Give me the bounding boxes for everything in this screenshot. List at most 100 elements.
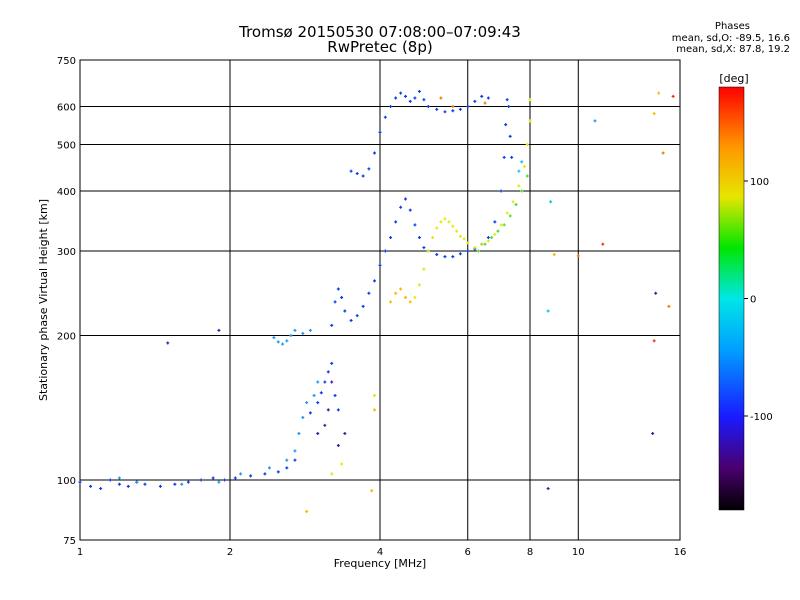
data-point xyxy=(652,339,656,343)
data-point xyxy=(383,249,387,253)
y-axis-ticks: 75 100 200 300 400 500 600 750 xyxy=(57,56,76,547)
data-point xyxy=(180,482,184,486)
data-point xyxy=(267,466,271,470)
data-point xyxy=(285,458,289,462)
data-point xyxy=(654,291,658,295)
data-point xyxy=(657,91,661,95)
data-point xyxy=(458,107,462,111)
data-point xyxy=(378,263,382,267)
data-point xyxy=(476,249,480,253)
grid-lines xyxy=(80,60,680,540)
colorbar-label: [deg] xyxy=(719,72,748,85)
data-point xyxy=(394,291,398,295)
data-point xyxy=(316,432,320,436)
data-point xyxy=(458,234,462,238)
data-point xyxy=(336,408,340,412)
data-point xyxy=(272,336,276,340)
data-point xyxy=(326,408,330,412)
x-axis-ticks: 1 2 4 6 8 10 16 xyxy=(77,547,687,558)
data-point xyxy=(343,309,347,313)
phases-title: Phases xyxy=(714,21,750,32)
data-point xyxy=(330,323,334,327)
data-point xyxy=(399,91,403,95)
data-point xyxy=(661,151,665,155)
chart-title: Tromsø 20150530 07:08:00–07:09:43 xyxy=(239,23,521,41)
data-point xyxy=(520,189,524,193)
data-point xyxy=(422,267,426,271)
y-tick-label: 400 xyxy=(57,187,76,198)
colorbar-ticks: 100 0 -100 xyxy=(744,177,773,423)
data-point xyxy=(443,255,447,259)
x-tick-label: 10 xyxy=(572,547,585,558)
data-point xyxy=(389,105,393,109)
data-point xyxy=(499,223,503,227)
data-point xyxy=(413,296,417,300)
data-point xyxy=(486,239,490,243)
data-point xyxy=(528,119,532,123)
data-point xyxy=(422,246,426,250)
x-tick-label: 6 xyxy=(465,547,471,558)
data-point xyxy=(458,252,462,256)
x-tick-label: 2 xyxy=(227,547,233,558)
y-tick-label: 300 xyxy=(57,247,76,258)
data-point xyxy=(367,291,371,295)
data-point xyxy=(217,480,221,484)
data-point xyxy=(504,123,508,127)
data-point xyxy=(199,478,203,482)
data-point xyxy=(483,242,487,246)
data-point xyxy=(480,94,484,98)
phases-x-stats: mean, sd,X: 87.8, 19.2 xyxy=(676,44,790,55)
y-tick-label: 75 xyxy=(63,536,76,547)
data-point xyxy=(546,309,550,313)
chart-subtitle: RwPretec (8p) xyxy=(327,38,433,56)
data-point xyxy=(431,236,435,240)
data-point xyxy=(451,105,455,109)
data-point xyxy=(451,109,455,113)
data-point xyxy=(326,370,330,374)
data-point xyxy=(552,253,556,257)
data-point xyxy=(490,236,494,240)
data-point xyxy=(525,143,529,147)
data-point xyxy=(373,394,377,398)
data-point xyxy=(426,105,430,109)
data-point xyxy=(239,472,243,476)
data-point xyxy=(507,105,511,109)
data-point xyxy=(399,205,403,209)
data-point xyxy=(473,99,477,103)
data-point xyxy=(312,394,316,398)
data-point xyxy=(249,474,253,478)
data-point xyxy=(223,478,227,482)
data-point xyxy=(447,220,451,224)
data-point xyxy=(143,482,147,486)
data-point xyxy=(108,478,112,482)
data-point xyxy=(305,509,309,513)
data-point xyxy=(333,300,337,304)
data-point xyxy=(508,214,512,218)
data-point xyxy=(323,423,327,427)
data-point xyxy=(349,169,353,173)
data-point xyxy=(343,432,347,436)
plot-frame xyxy=(79,59,681,541)
data-point xyxy=(333,394,337,398)
data-point xyxy=(285,339,289,343)
data-point xyxy=(305,401,309,405)
data-point xyxy=(293,458,297,462)
colorbar-tick-label: 0 xyxy=(750,295,756,306)
data-point xyxy=(297,432,301,436)
data-point xyxy=(426,249,430,253)
data-point xyxy=(233,476,237,480)
data-point xyxy=(316,401,320,405)
data-point xyxy=(158,484,162,488)
data-point xyxy=(510,155,514,159)
data-point xyxy=(394,96,398,100)
data-point xyxy=(652,112,656,116)
data-point xyxy=(480,242,484,246)
data-point xyxy=(443,110,447,114)
data-point xyxy=(403,94,407,98)
data-point xyxy=(502,155,506,159)
data-point xyxy=(330,472,334,476)
x-axis-label: Frequency [MHz] xyxy=(334,557,426,570)
data-point xyxy=(514,202,518,206)
data-point xyxy=(394,220,398,224)
